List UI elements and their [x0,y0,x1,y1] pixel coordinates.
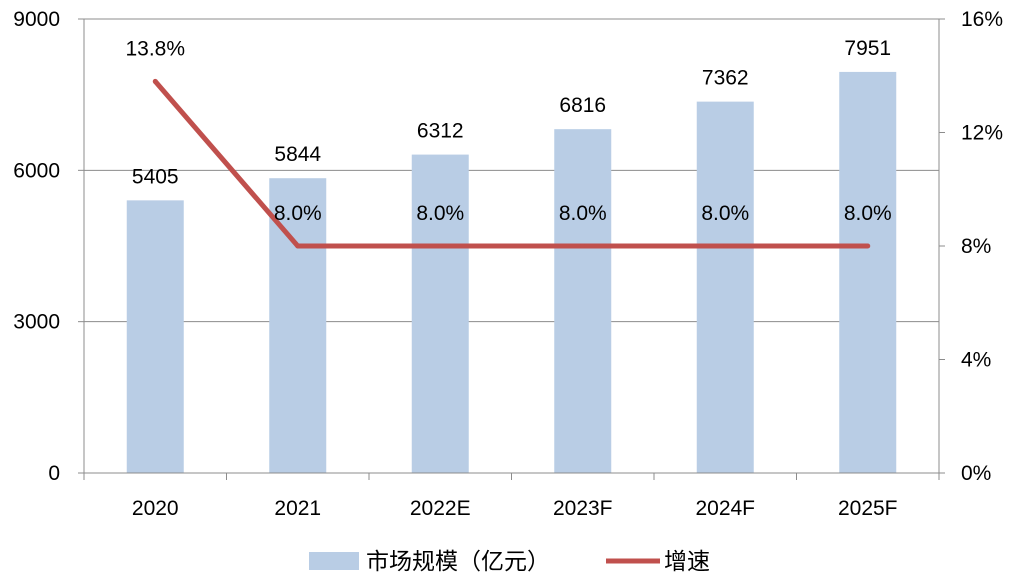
x-tick-label: 2020 [132,497,179,520]
bar-value-label: 7362 [702,67,749,90]
growth-point [437,243,443,249]
y-left-tick-label: 9000 [13,8,60,31]
legend: 市场规模（亿元） 增速 [309,549,710,575]
x-tick-label: 2024F [695,497,755,520]
y-right-tick-label: 8% [961,235,991,258]
x-tick-label: 2025F [838,497,898,520]
bar [411,154,469,473]
y-right-tick-label: 0% [961,462,991,485]
y-right-tick-label: 16% [961,8,1003,31]
growth-point [865,243,871,249]
legend-swatch-bar [309,552,359,570]
y-left-tick-label: 3000 [13,311,60,334]
bar [696,101,754,474]
growth-value-label: 8.0% [844,202,892,225]
growth-point [722,243,728,249]
legend-label-bar: 市场规模（亿元） [366,549,550,575]
growth-value-label: 13.8% [125,37,185,60]
growth-point [152,78,158,84]
legend-label-line: 增速 [664,549,710,575]
bar [554,129,612,474]
bar-series [126,71,897,474]
axes: 0 3000 6000 9000 0% 4% 8% 12% 16% 2020 2021 2022E 20… [13,8,1003,520]
y-right-tick-label: 4% [961,349,991,372]
growth-value-label: 8.0% [701,202,749,225]
growth-value-label: 8.0% [274,202,322,225]
y-left-tick-label: 6000 [13,159,60,182]
y-right-tick-label: 12% [961,122,1003,145]
growth-point [580,243,586,249]
x-tick-label: 2022E [410,497,471,520]
bar [839,71,897,473]
gridlines [84,18,939,323]
bar-value-label: 6816 [559,94,606,117]
growth-point [295,243,301,249]
bar-value-label: 7951 [844,37,891,60]
x-tick-label: 2023F [553,497,613,520]
growth-value-label: 8.0% [559,202,607,225]
growth-line [153,79,868,249]
x-tick-label: 2021 [274,497,321,520]
y-left-tick-label: 0 [48,462,60,485]
line-series [152,78,871,249]
bar-value-label: 5844 [274,143,321,166]
bar-value-label: 5405 [132,165,179,188]
bar [126,200,184,473]
growth-value-label: 8.0% [416,202,464,225]
data-labels: 5405 5844 6312 6816 7362 7951 13.8% 8.0% 8.0% 8.0… [125,37,891,225]
bar-value-label: 6312 [417,120,464,143]
